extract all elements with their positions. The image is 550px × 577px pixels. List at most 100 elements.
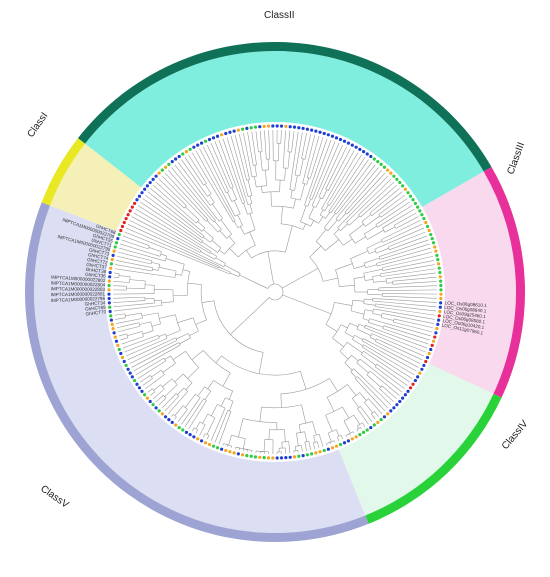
- clade-arc: [376, 263, 378, 267]
- leaf-marker-orange: [431, 339, 436, 343]
- clade-stem: [220, 397, 226, 407]
- leaf-branch: [369, 188, 400, 214]
- leaf-branch: [378, 285, 437, 289]
- clade-stem: [293, 198, 296, 209]
- leaf-label: IMPTCA1M000000022801: [51, 291, 106, 297]
- leaf-marker-blue: [392, 406, 396, 410]
- clade-arc: [309, 198, 313, 200]
- leaf-marker-blue: [330, 134, 335, 138]
- leaf-branch: [382, 293, 437, 295]
- clade-arc: [304, 204, 308, 207]
- leaf-branch: [145, 374, 165, 390]
- clade-arc: [363, 273, 366, 281]
- leaf-marker-green: [372, 423, 376, 427]
- leaf-marker-blue: [346, 141, 351, 145]
- clade-arc: [199, 421, 206, 426]
- leaf-label: GhHCT36: [85, 272, 106, 279]
- leaf-branch: [376, 363, 408, 386]
- leaf-marker-orange: [228, 450, 232, 454]
- leaf-branch: [119, 333, 127, 337]
- clade-stem: [350, 371, 357, 378]
- leaf-branch: [199, 424, 206, 436]
- leaf-marker-green: [109, 262, 113, 266]
- clade-stem: [333, 229, 340, 235]
- leaf-labels: GhHCT70GhHCT69GhHCT34IMPTCA1M00000002279…: [51, 217, 488, 335]
- leaf-marker-green: [429, 232, 433, 237]
- leaf-marker-blue: [220, 447, 224, 451]
- clade-arc: [163, 357, 166, 362]
- clade-stem: [228, 390, 234, 400]
- leaf-marker-orange: [120, 355, 125, 360]
- leaf-marker-green: [431, 241, 436, 245]
- leaf-branch: [115, 264, 153, 272]
- leaf-marker-orange: [350, 437, 354, 441]
- clade-stem: [231, 187, 237, 200]
- leaf-marker-orange: [314, 451, 318, 455]
- leaf-marker-blue: [338, 137, 343, 142]
- clade-stem: [366, 374, 382, 388]
- clade-stem: [323, 213, 336, 229]
- clade-stem: [352, 398, 360, 408]
- leaf-marker-green: [439, 288, 443, 292]
- leaf-marker-blue: [224, 131, 228, 136]
- clade-stem: [300, 371, 307, 390]
- leaf-marker-orange: [318, 450, 322, 454]
- clade-stem: [265, 170, 267, 186]
- leaf-branch: [142, 198, 203, 242]
- leaf-branch: [337, 436, 340, 441]
- clade-stem: [313, 435, 316, 443]
- class-bands: [24, 42, 525, 542]
- leaf-branch: [255, 131, 259, 153]
- leaf-branch: [335, 167, 379, 219]
- leaf-branch: [304, 138, 328, 206]
- leaf-marker-orange: [330, 446, 335, 450]
- clade-stem: [339, 284, 355, 287]
- leaf-marker-red: [424, 359, 428, 364]
- leaf-branch: [243, 133, 253, 177]
- clade-stem: [233, 200, 241, 214]
- clade-stem: [210, 252, 217, 257]
- leaf-marker-blue: [350, 143, 354, 147]
- clade-stem: [201, 300, 215, 303]
- leaf-branch: [374, 306, 436, 316]
- leaf-branch: [344, 170, 383, 213]
- leaf-marker-orange: [163, 165, 168, 169]
- leaf-branch: [326, 443, 328, 446]
- clade-stem: [370, 337, 377, 341]
- leaf-label: GhHCT70: [85, 309, 107, 316]
- leaf-branch: [330, 159, 369, 214]
- leaf-marker-green: [249, 454, 253, 458]
- clade-stem: [343, 238, 353, 246]
- clade-arc: [150, 375, 153, 379]
- leaf-branch: [135, 208, 211, 254]
- clade-arc: [357, 422, 363, 427]
- clade-arc: [299, 421, 313, 425]
- clade-stem: [363, 303, 376, 306]
- leaf-branch: [120, 337, 129, 341]
- leaf-marker-green: [358, 433, 362, 437]
- leaf-branch: [142, 378, 153, 386]
- clade-stem: [228, 435, 232, 446]
- leaf-branch: [346, 172, 386, 215]
- clade-arc: [185, 351, 200, 368]
- leaf-marker-red: [411, 382, 415, 386]
- clade-stem: [350, 250, 369, 259]
- clade-stem: [243, 203, 248, 215]
- clade-stem: [204, 390, 211, 400]
- leaf-label: IMPTCA1M000000022803: [51, 286, 106, 292]
- leaf-marker-green: [249, 126, 253, 130]
- leaf-marker-blue: [258, 125, 262, 129]
- leaf-marker-orange: [266, 456, 271, 460]
- clade-stem: [204, 184, 212, 194]
- clade-arc: [361, 338, 364, 341]
- leaf-marker-green: [151, 403, 155, 407]
- clade-stem: [254, 176, 257, 188]
- leaf-marker-blue: [358, 147, 362, 151]
- leaf-marker-green: [361, 430, 366, 434]
- leaf-marker-blue: [215, 134, 220, 138]
- clade-stem: [145, 284, 155, 286]
- leaf-marker-green: [435, 253, 439, 257]
- leaf-marker-blue: [271, 124, 275, 128]
- leaf-marker-orange: [438, 309, 442, 314]
- leaf-marker-blue: [439, 301, 443, 305]
